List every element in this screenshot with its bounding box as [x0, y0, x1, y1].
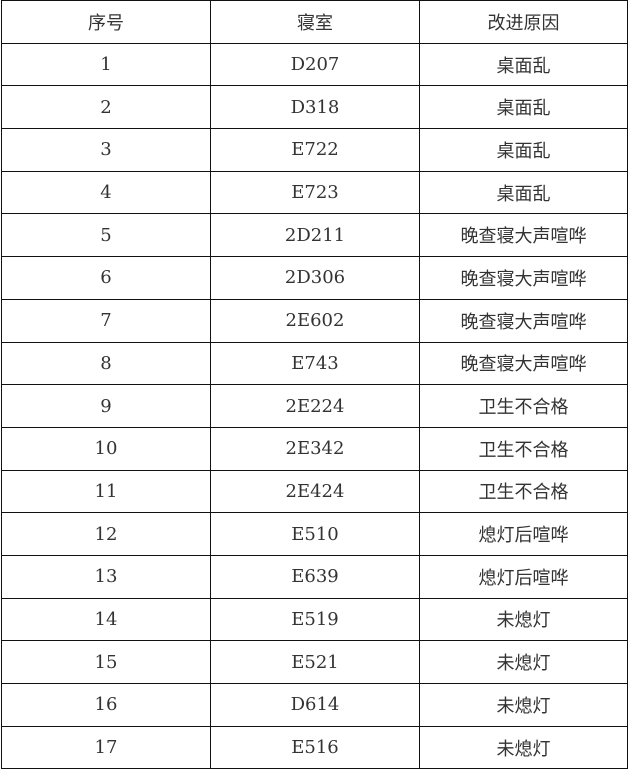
cell-reason: 未熄灯 [419, 597, 628, 642]
cell-index: 14 [1, 597, 211, 642]
table-row: 6 2D306 晚查寝大声喧哗 [1, 256, 628, 300]
cell-reason: 卫生不合格 [419, 426, 628, 471]
cell-reason: 未熄灯 [419, 640, 628, 684]
cell-dorm: E519 [210, 597, 420, 642]
cell-dorm: E723 [210, 170, 420, 215]
cell-index: 4 [1, 170, 211, 215]
cell-dorm: 2E224 [210, 384, 420, 428]
cell-dorm: E516 [210, 725, 420, 770]
table-row: 2 D318 桌面乱 [1, 85, 628, 130]
cell-dorm: E722 [210, 128, 420, 172]
cell-reason: 晚查寝大声喧哗 [419, 256, 628, 300]
cell-reason: 卫生不合格 [419, 469, 628, 514]
cell-dorm: D614 [210, 683, 420, 727]
table-row: 15 E521 未熄灯 [1, 640, 628, 684]
cell-index: 6 [1, 256, 211, 300]
cell-dorm: 2D211 [210, 213, 420, 258]
cell-index: 5 [1, 213, 211, 258]
table-row: 1 D207 桌面乱 [1, 42, 628, 87]
header-index: 序号 [1, 0, 211, 44]
table-row: 9 2E224 卫生不合格 [1, 384, 628, 428]
cell-index: 17 [1, 725, 211, 770]
table-row: 17 E516 未熄灯 [1, 725, 628, 770]
cell-dorm: E521 [210, 640, 420, 684]
table-row: 4 E723 桌面乱 [1, 170, 628, 215]
cell-index: 16 [1, 683, 211, 727]
cell-dorm: 2E342 [210, 426, 420, 471]
cell-dorm: 2E424 [210, 469, 420, 514]
table-row: 10 2E342 卫生不合格 [1, 426, 628, 471]
cell-reason: 桌面乱 [419, 85, 628, 130]
cell-index: 9 [1, 384, 211, 428]
cell-reason: 晚查寝大声喧哗 [419, 298, 628, 343]
cell-reason: 桌面乱 [419, 170, 628, 215]
header-dorm: 寝室 [210, 0, 420, 44]
header-row: 序号 寝室 改进原因 [1, 0, 628, 44]
cell-index: 2 [1, 85, 211, 130]
table-row: 13 E639 熄灯后喧哗 [1, 554, 628, 599]
cell-index: 12 [1, 512, 211, 556]
cell-index: 3 [1, 128, 211, 172]
cell-index: 1 [1, 42, 211, 87]
cell-dorm: E743 [210, 341, 420, 386]
cell-index: 7 [1, 298, 211, 343]
cell-dorm: D318 [210, 85, 420, 130]
cell-index: 15 [1, 640, 211, 684]
cell-index: 11 [1, 469, 211, 514]
cell-dorm: D207 [210, 42, 420, 87]
cell-dorm: 2E602 [210, 298, 420, 343]
table-row: 5 2D211 晚查寝大声喧哗 [1, 213, 628, 258]
cell-index: 13 [1, 554, 211, 599]
table-row: 16 D614 未熄灯 [1, 683, 628, 727]
cell-reason: 熄灯后喧哗 [419, 512, 628, 556]
cell-reason: 熄灯后喧哗 [419, 554, 628, 599]
cell-dorm: 2D306 [210, 256, 420, 300]
cell-index: 10 [1, 426, 211, 471]
cell-dorm: E510 [210, 512, 420, 556]
header-reason: 改进原因 [419, 0, 628, 44]
table-row: 11 2E424 卫生不合格 [1, 469, 628, 514]
cell-reason: 桌面乱 [419, 128, 628, 172]
cell-reason: 未熄灯 [419, 725, 628, 770]
table-row: 3 E722 桌面乱 [1, 128, 628, 172]
cell-reason: 卫生不合格 [419, 384, 628, 428]
cell-reason: 晚查寝大声喧哗 [419, 341, 628, 386]
table-row: 14 E519 未熄灯 [1, 597, 628, 642]
cell-index: 8 [1, 341, 211, 386]
cell-reason: 未熄灯 [419, 683, 628, 727]
table-row: 8 E743 晚查寝大声喧哗 [1, 341, 628, 386]
cell-reason: 桌面乱 [419, 42, 628, 87]
table-row: 7 2E602 晚查寝大声喧哗 [1, 298, 628, 343]
cell-reason: 晚查寝大声喧哗 [419, 213, 628, 258]
cell-dorm: E639 [210, 554, 420, 599]
table-row: 12 E510 熄灯后喧哗 [1, 512, 628, 556]
